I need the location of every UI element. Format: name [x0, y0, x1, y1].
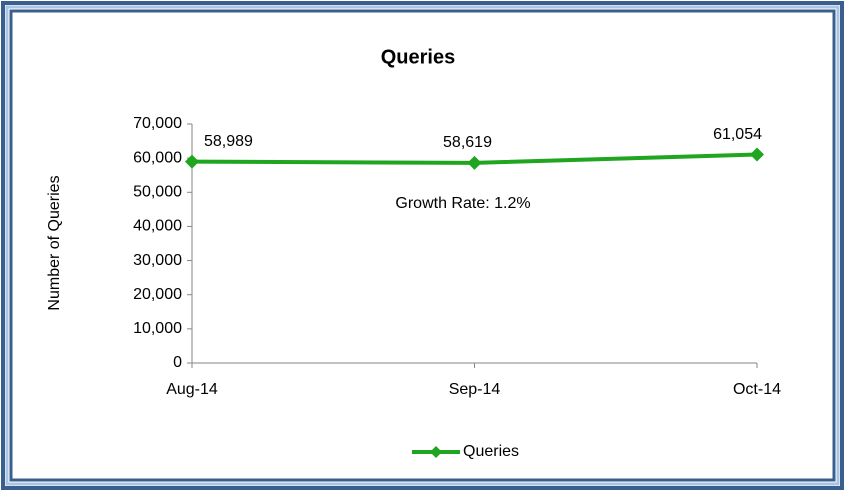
- y-tick-label: 40,000: [133, 218, 182, 235]
- middle-frame: [5, 5, 840, 486]
- data-label: 58,619: [443, 134, 492, 151]
- data-point: [467, 155, 482, 170]
- y-tick-label: 10,000: [133, 320, 182, 337]
- chart-title: Queries: [381, 46, 455, 68]
- legend-label: Queries: [463, 443, 519, 460]
- x-tick-label: Oct-14: [733, 381, 781, 398]
- y-tick-label: 30,000: [133, 252, 182, 269]
- data-label: 61,054: [713, 126, 762, 143]
- y-tick-label: 60,000: [133, 149, 182, 166]
- y-tick-label: 50,000: [133, 184, 182, 201]
- data-point: [750, 147, 764, 162]
- y-tick-label: 20,000: [133, 286, 182, 303]
- annotation: Growth Rate: 1.2%: [395, 195, 530, 212]
- y-axis-title: Number of Queries: [46, 175, 63, 310]
- y-tick-label: 0: [173, 354, 182, 371]
- legend-marker: [430, 446, 442, 458]
- inner-frame: [9, 9, 836, 482]
- data-label: 58,989: [204, 133, 253, 150]
- x-tick-label: Sep-14: [449, 381, 501, 398]
- x-tick-label: Aug-14: [166, 381, 218, 398]
- y-tick-label: 70,000: [133, 115, 182, 132]
- data-point: [185, 154, 199, 169]
